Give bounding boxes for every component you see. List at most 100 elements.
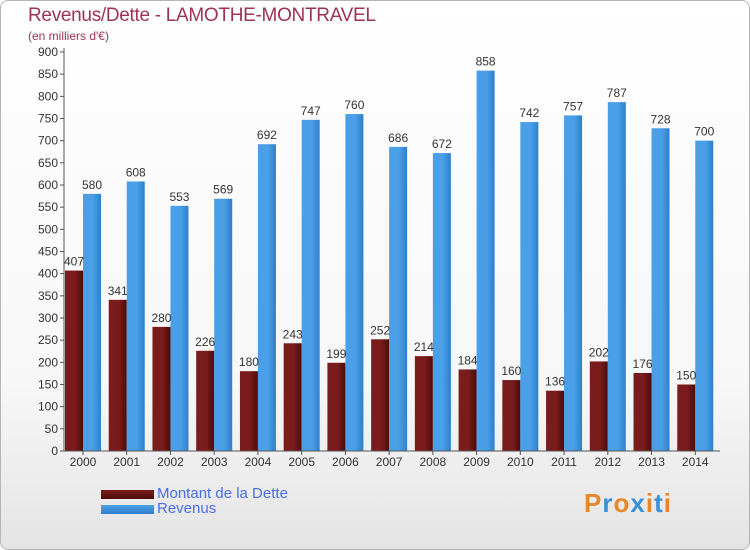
- x-tick-label-2002: 2002: [157, 455, 184, 469]
- bars-group: [65, 70, 714, 452]
- labels-group: 4075802000341608200128055320022265692003…: [38, 45, 715, 469]
- bar-dette-2009: [458, 369, 477, 451]
- bar-revenus-2002: [170, 205, 189, 451]
- y-tick-label-700: 700: [38, 134, 58, 148]
- logo-letter: i: [663, 488, 672, 518]
- y-tick-label-250: 250: [38, 333, 58, 347]
- data-label-dette-2007: 252: [370, 323, 390, 337]
- bar-dette-2007: [371, 339, 390, 451]
- data-label-dette-2004: 180: [239, 355, 259, 369]
- x-tick-label-2010: 2010: [507, 455, 534, 469]
- bar-dette-2006: [327, 362, 346, 451]
- bar-revenus-2013: [651, 128, 670, 451]
- logo-letter: o: [613, 488, 631, 518]
- data-label-revenus-2014: 700: [694, 125, 714, 139]
- y-tick-label-350: 350: [38, 289, 58, 303]
- data-label-dette-2012: 202: [589, 345, 609, 359]
- data-label-revenus-2006: 760: [344, 98, 364, 112]
- legend-swatch-dette: [101, 490, 154, 499]
- y-tick-label-800: 800: [38, 89, 58, 103]
- data-label-revenus-2004: 692: [257, 128, 277, 142]
- bar-revenus-2000: [83, 193, 101, 451]
- bar-revenus-2011: [564, 115, 583, 451]
- y-tick-label-450: 450: [38, 245, 58, 259]
- x-tick-label-2003: 2003: [201, 455, 228, 469]
- data-label-dette-2000: 407: [64, 255, 84, 269]
- bar-dette-2002: [152, 326, 171, 451]
- data-label-dette-2010: 160: [501, 364, 521, 378]
- bar-revenus-2010: [520, 122, 539, 452]
- logo-letter: i: [645, 488, 655, 518]
- data-label-dette-2006: 199: [326, 347, 346, 361]
- bar-dette-2011: [546, 390, 565, 451]
- x-tick-label-2006: 2006: [332, 455, 359, 469]
- chart-subtitle: (en milliers d'€): [28, 29, 109, 43]
- bar-revenus-2007: [389, 146, 408, 451]
- data-label-revenus-2003: 569: [213, 183, 233, 197]
- bar-revenus-2005: [301, 119, 320, 451]
- bar-dette-2012: [589, 361, 608, 451]
- data-label-revenus-2011: 757: [563, 99, 583, 113]
- y-tick-label-150: 150: [38, 378, 58, 392]
- chart-title: Revenus/Dette - LAMOTHE-MONTRAVEL: [28, 5, 376, 26]
- logo-letter: P: [584, 488, 603, 518]
- data-label-revenus-2012: 787: [607, 86, 627, 100]
- y-tick-label-300: 300: [38, 311, 58, 325]
- proxiti-logo: Proxiti: [584, 488, 672, 519]
- x-tick-label-2014: 2014: [682, 455, 709, 469]
- bar-dette-2000: [65, 270, 83, 451]
- y-tick-label-650: 650: [38, 156, 58, 170]
- bar-dette-2014: [677, 384, 696, 451]
- bar-dette-2004: [239, 371, 258, 451]
- bar-revenus-2003: [214, 198, 233, 451]
- data-label-dette-2014: 150: [676, 369, 696, 383]
- logo-letter: t: [654, 488, 664, 518]
- bar-revenus-2001: [126, 181, 145, 451]
- data-label-revenus-2013: 728: [651, 112, 671, 126]
- y-tick-label-400: 400: [38, 267, 58, 281]
- data-label-revenus-2002: 553: [169, 190, 189, 204]
- data-label-dette-2001: 341: [108, 284, 128, 298]
- y-tick-label-0: 0: [51, 444, 58, 458]
- logo-letter: r: [602, 488, 614, 518]
- y-tick-label-50: 50: [45, 422, 59, 436]
- y-tick-label-750: 750: [38, 112, 58, 126]
- bar-revenus-2009: [476, 70, 495, 452]
- x-tick-label-2011: 2011: [551, 455, 577, 469]
- data-label-dette-2005: 243: [283, 327, 303, 341]
- data-label-dette-2009: 184: [458, 353, 478, 367]
- bar-dette-2008: [414, 356, 433, 451]
- x-tick-label-2008: 2008: [420, 455, 447, 469]
- data-label-revenus-2001: 608: [126, 165, 146, 179]
- axes-group: [60, 48, 720, 455]
- x-tick-label-2004: 2004: [245, 455, 272, 469]
- y-tick-label-550: 550: [38, 200, 58, 214]
- x-tick-label-2007: 2007: [376, 455, 403, 469]
- bar-dette-2001: [108, 299, 127, 451]
- bar-dette-2013: [633, 372, 652, 451]
- data-label-dette-2011: 136: [545, 375, 565, 389]
- y-tick-label-100: 100: [38, 400, 58, 414]
- x-tick-label-2001: 2001: [113, 455, 140, 469]
- data-label-revenus-2005: 747: [301, 104, 321, 118]
- data-label-dette-2002: 280: [151, 311, 171, 325]
- data-label-revenus-2000: 580: [82, 178, 102, 192]
- data-label-dette-2008: 214: [414, 340, 434, 354]
- y-tick-label-500: 500: [38, 222, 58, 236]
- x-tick-label-2013: 2013: [638, 455, 665, 469]
- bar-revenus-2012: [607, 102, 626, 451]
- bar-dette-2010: [502, 380, 521, 451]
- bar-revenus-2006: [345, 114, 364, 452]
- bar-dette-2003: [196, 350, 215, 451]
- data-label-revenus-2009: 858: [476, 55, 496, 69]
- y-tick-label-850: 850: [38, 67, 58, 81]
- legend-label-revenus: Revenus: [157, 500, 217, 517]
- y-tick-label-900: 900: [38, 45, 58, 59]
- bar-revenus-2004: [257, 144, 276, 452]
- x-tick-label-2005: 2005: [288, 455, 315, 469]
- y-tick-label-200: 200: [38, 355, 58, 369]
- x-tick-label-2009: 2009: [463, 455, 490, 469]
- bar-dette-2005: [283, 343, 302, 451]
